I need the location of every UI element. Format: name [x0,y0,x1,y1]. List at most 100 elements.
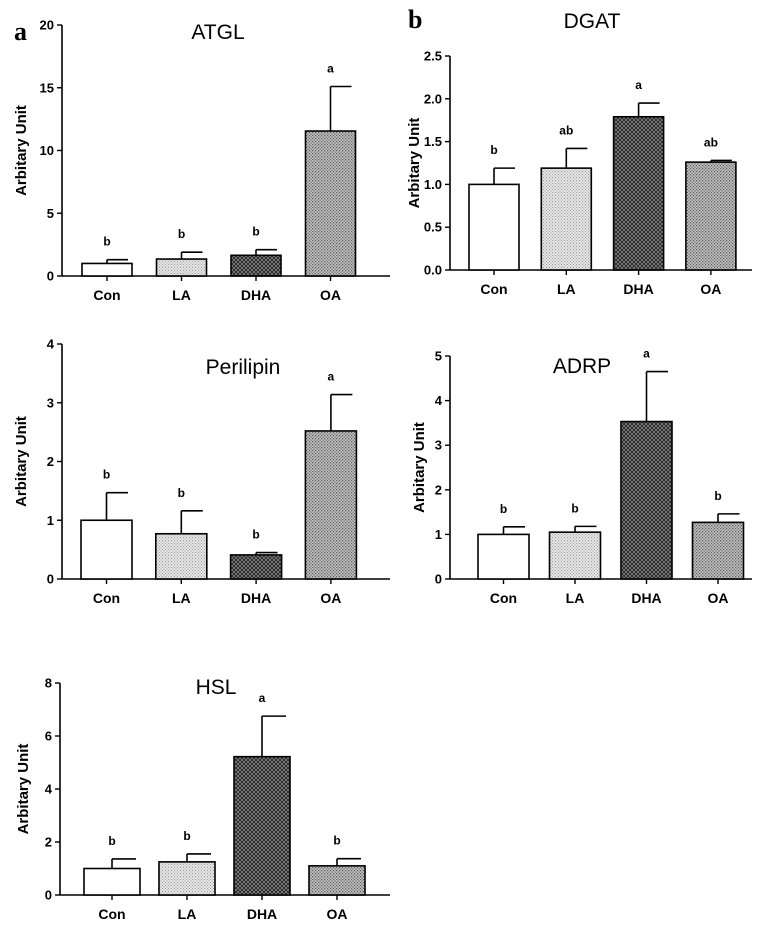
y-tick-label: 4 [45,782,53,797]
y-tick-label: 2 [47,454,54,469]
category-label-oa: OA [320,590,341,606]
y-tick-label: 4 [435,393,443,408]
y-tick-label: 1.5 [424,134,442,149]
bar-la [155,532,208,580]
y-tick-label: 0 [47,269,54,284]
bar-la [548,531,602,580]
chart-atgl: ATGL Arbitary Unit 0 5 10 15 20 Con b LA b DHA b OA a [13,18,390,303]
chart-adrp: ADRP Arbitary Unit 0 1 2 3 4 5 Con b LA b DHA a OA b [411,347,752,606]
significance-label-la: ab [559,123,573,137]
category-label-la: LA [172,287,191,303]
bar-dha [620,420,673,580]
y-tick-label: 8 [45,676,52,691]
significance-label-oa: a [327,61,334,75]
chart-title: DGAT [564,10,621,33]
bar-la [155,258,208,277]
significance-label-con: b [103,235,110,249]
significance-label-dha: a [259,691,266,705]
significance-label-con: b [103,468,110,482]
y-tick-label: 0 [47,572,54,587]
bar-dha [612,115,665,271]
y-tick-label: 2.0 [424,91,442,106]
category-label-con: Con [93,590,120,606]
significance-label-oa: b [714,489,721,503]
category-label-la: LA [172,590,191,606]
y-tick-label: 2 [435,482,442,497]
chart-title: HSL [196,676,237,699]
y-tick-label: 20 [40,18,54,33]
y-tick-label: 6 [45,729,52,744]
bar-la [158,861,216,896]
chart-hsl: HSL Arbitary Unit 0 2 4 6 8 Con b LA b DHA a OA b [15,676,390,922]
y-tick-label: 0.0 [424,263,442,278]
bar-dha [230,254,282,277]
category-label-dha: DHA [241,287,271,303]
y-tick-label: 15 [40,80,54,95]
bar-con [83,867,141,896]
bar-oa [308,865,366,896]
category-label-con: Con [490,590,517,606]
y-tick-label: 5 [47,206,54,221]
y-axis-label: Arbitary Unit [15,744,32,835]
bar-con [477,533,530,580]
y-tick-label: 0 [435,572,442,587]
chart-title: ADRP [553,355,611,378]
category-label-dha: DHA [247,906,277,922]
category-label-oa: OA [700,281,721,297]
y-tick-label: 2 [45,835,52,850]
significance-label-oa: b [333,834,340,848]
bar-oa [691,521,745,580]
y-tick-label: 3 [435,438,442,453]
bar-con [468,183,520,271]
bar-dha [229,554,283,580]
category-label-dha: DHA [241,590,271,606]
category-label-oa: OA [708,590,729,606]
category-label-oa: OA [320,287,341,303]
y-tick-label: 1 [435,527,442,542]
chart-dgat: DGAT Arbitary Unit 0.0 0.5 1.0 1.5 2.0 2.5 Con b L… [406,10,752,297]
y-tick-label: 0 [45,888,52,903]
chart-title: Perilipin [206,356,281,379]
category-label-dha: DHA [631,590,661,606]
category-label-con: Con [98,906,125,922]
significance-label-con: b [108,834,115,848]
category-label-la: LA [557,281,576,297]
significance-label-la: b [178,227,185,241]
y-axis-label: Arbitary Unit [13,105,30,196]
significance-label-la: b [183,829,190,843]
y-tick-label: 5 [435,349,442,364]
significance-label-dha: a [643,347,650,361]
panel-label-b: b [408,5,422,34]
significance-label-dha: a [635,78,642,92]
category-label-la: LA [566,590,585,606]
bar-oa [304,130,357,277]
bar-con [81,262,133,277]
y-axis-label: Arbitary Unit [406,118,423,209]
significance-label-oa: ab [704,135,718,149]
significance-label-oa: a [328,370,335,384]
chart-title: ATGL [191,21,244,44]
category-label-con: Con [480,281,507,297]
bar-con [80,519,133,580]
y-axis-label: Arbitary Unit [13,416,30,507]
y-axis-label: Arbitary Unit [411,422,428,513]
significance-label-la: b [571,501,578,515]
category-label-dha: DHA [623,281,653,297]
bar-oa [685,161,737,271]
significance-label-la: b [178,486,185,500]
y-tick-label: 1 [47,513,54,528]
y-tick-label: 0.5 [424,220,442,235]
category-label-la: LA [178,906,197,922]
category-label-con: Con [93,287,120,303]
significance-label-con: b [490,143,497,157]
y-tick-label: 1.0 [424,177,442,192]
category-label-oa: OA [327,906,348,922]
bar-oa [304,430,358,580]
chart-perilipin: Perilipin Arbitary Unit 0 1 2 3 4 Con b LA b DHA b OA… [13,337,390,606]
significance-label-dha: b [252,528,259,542]
bar-dha [233,755,291,896]
bar-la [540,167,593,271]
panel-label-a: a [14,17,27,46]
y-tick-label: 10 [40,143,54,158]
